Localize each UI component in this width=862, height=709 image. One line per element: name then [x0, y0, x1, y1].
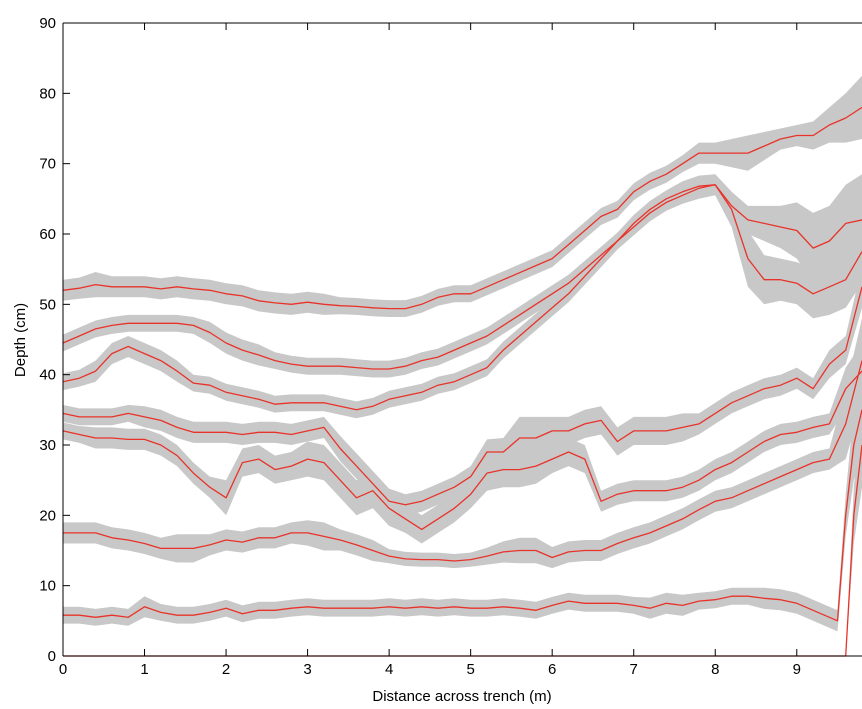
x-tick-label: 8 [711, 661, 719, 678]
x-tick-label: 3 [303, 661, 311, 678]
x-tick-label: 5 [466, 661, 474, 678]
x-tick-label: 1 [140, 661, 148, 678]
uncertainty-bands [63, 75, 862, 656]
x-axis-label: Distance across trench (m) [372, 688, 551, 705]
uncertainty-band-7 [63, 367, 862, 632]
uncertainty-band-5 [63, 343, 862, 544]
y-tick-label: 80 [39, 85, 56, 102]
axes [62, 22, 862, 657]
profile-line-4 [62, 286, 862, 506]
y-tick-label: 40 [39, 367, 56, 384]
x-tick-label: 6 [548, 661, 556, 678]
uncertainty-band-6 [63, 318, 862, 569]
x-tick-label: 4 [385, 661, 393, 678]
x-tick-label: 9 [793, 661, 801, 678]
profile-line-2 [62, 184, 862, 370]
x-tick-label: 2 [222, 661, 230, 678]
y-tick-label: 60 [39, 226, 56, 243]
profile-lines [62, 106, 862, 657]
uncertainty-band-4 [63, 265, 862, 516]
y-tick-label: 0 [48, 648, 56, 665]
profile-line-6 [63, 360, 862, 562]
profile-line-1 [62, 106, 862, 310]
y-tick-label: 10 [39, 578, 56, 595]
profile-line-7 [63, 409, 862, 622]
x-tick-label: 7 [630, 661, 638, 678]
y-tick-label: 50 [39, 296, 56, 313]
y-axis-label: Depth (cm) [12, 303, 29, 377]
y-tick-label: 30 [39, 437, 56, 454]
y-tick-label: 20 [39, 507, 56, 524]
profile-line-3 [62, 184, 862, 411]
y-tick-label: 90 [39, 15, 56, 32]
x-tick-label: 0 [59, 661, 67, 678]
y-tick-label: 70 [39, 156, 56, 173]
uncertainty-band-1 [63, 75, 862, 317]
profile-line-5 [62, 370, 862, 531]
